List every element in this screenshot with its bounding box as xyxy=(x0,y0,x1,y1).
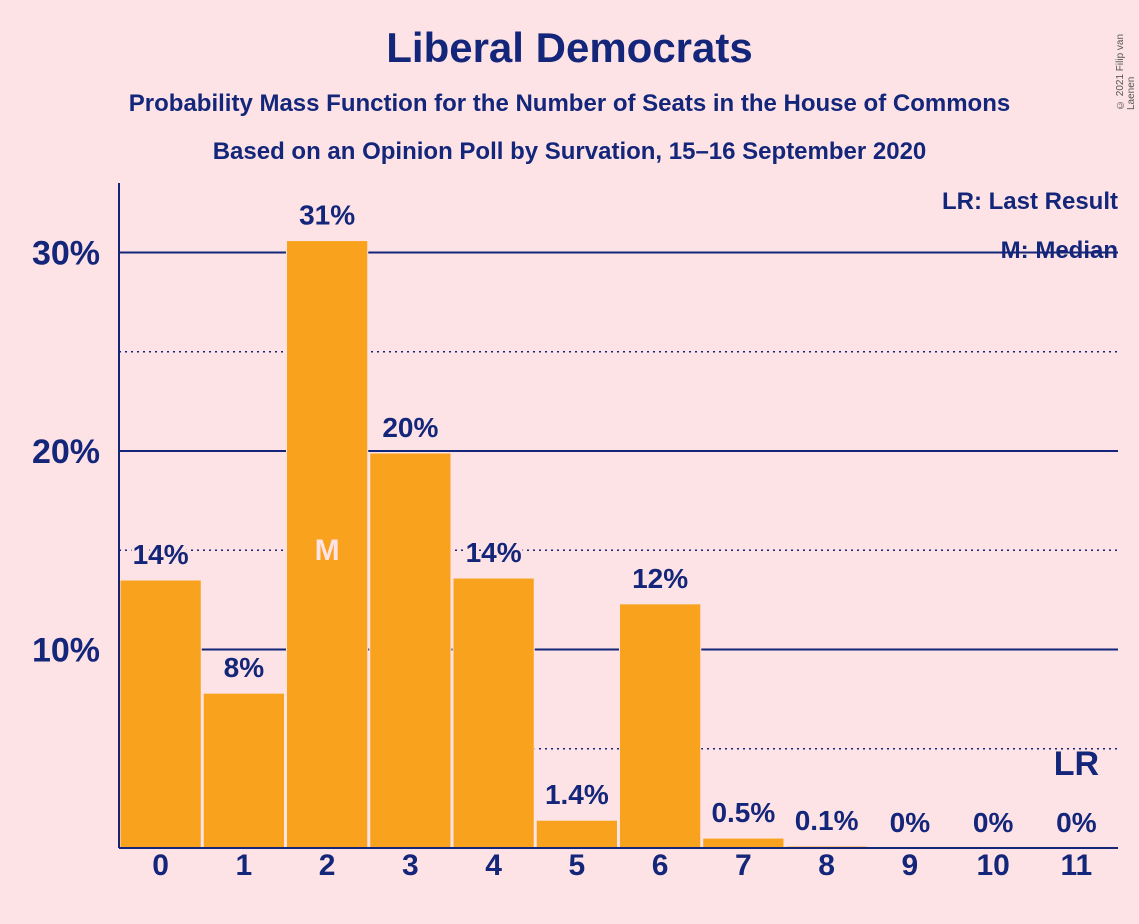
gridlines xyxy=(119,251,1118,750)
x-tick-label: 11 xyxy=(1061,849,1093,882)
bar xyxy=(452,577,535,849)
data-label: 14% xyxy=(133,539,189,570)
data-label: 0.5% xyxy=(711,797,775,828)
last-result-marker: LR xyxy=(1054,745,1099,783)
data-label: 0.1% xyxy=(795,805,859,836)
bar xyxy=(119,579,202,849)
chart-source: Based on an Opinion Poll by Survation, 1… xyxy=(212,138,927,165)
legend-median: M: Median xyxy=(1001,237,1118,264)
bar xyxy=(619,603,702,849)
x-tick-label: 7 xyxy=(735,849,752,882)
x-tick-label: 10 xyxy=(976,849,1009,882)
legend-last-result: LR: Last Result xyxy=(942,188,1118,215)
x-tick-label: 5 xyxy=(569,849,586,882)
x-tick-label: 1 xyxy=(236,849,253,882)
y-tick-label: 30% xyxy=(32,234,100,272)
data-label: 14% xyxy=(466,537,522,568)
x-tick-label: 4 xyxy=(485,849,502,882)
x-tick-label: 6 xyxy=(652,849,669,882)
data-label: 0% xyxy=(890,807,931,838)
x-tick-label: 2 xyxy=(319,849,336,882)
y-tick-label: 10% xyxy=(32,631,100,669)
data-label: 0% xyxy=(1056,807,1097,838)
median-marker: M xyxy=(315,534,340,567)
chart-subtitle: Probability Mass Function for the Number… xyxy=(128,90,1011,117)
bar xyxy=(202,692,285,849)
bar xyxy=(702,837,785,849)
data-label: 8% xyxy=(224,652,265,683)
data-label: 0% xyxy=(973,807,1014,838)
x-tick-label: 8 xyxy=(818,849,835,882)
axes: 10% 20% 30% 0 1 2 3 4 5 6 7 8 9 10 11 xyxy=(32,183,1118,882)
y-tick-label: 20% xyxy=(32,433,100,471)
x-tick-label: 9 xyxy=(902,849,919,882)
bars xyxy=(119,240,868,849)
chart-title: Liberal Democrats xyxy=(386,24,753,71)
x-tick-label: 3 xyxy=(402,849,419,882)
data-label: 1.4% xyxy=(545,779,609,810)
x-tick-label: 0 xyxy=(152,849,169,882)
data-label: 20% xyxy=(382,412,438,443)
data-labels: 14% 8% 31% 20% 14% 1.4% 12% 0.5% 0.1% 0% 0% 0% M LR xyxy=(130,197,1100,841)
data-label: 31% xyxy=(299,200,355,231)
bar xyxy=(535,819,618,849)
bar xyxy=(369,452,452,849)
bar xyxy=(286,240,369,849)
data-label: 12% xyxy=(632,563,688,594)
